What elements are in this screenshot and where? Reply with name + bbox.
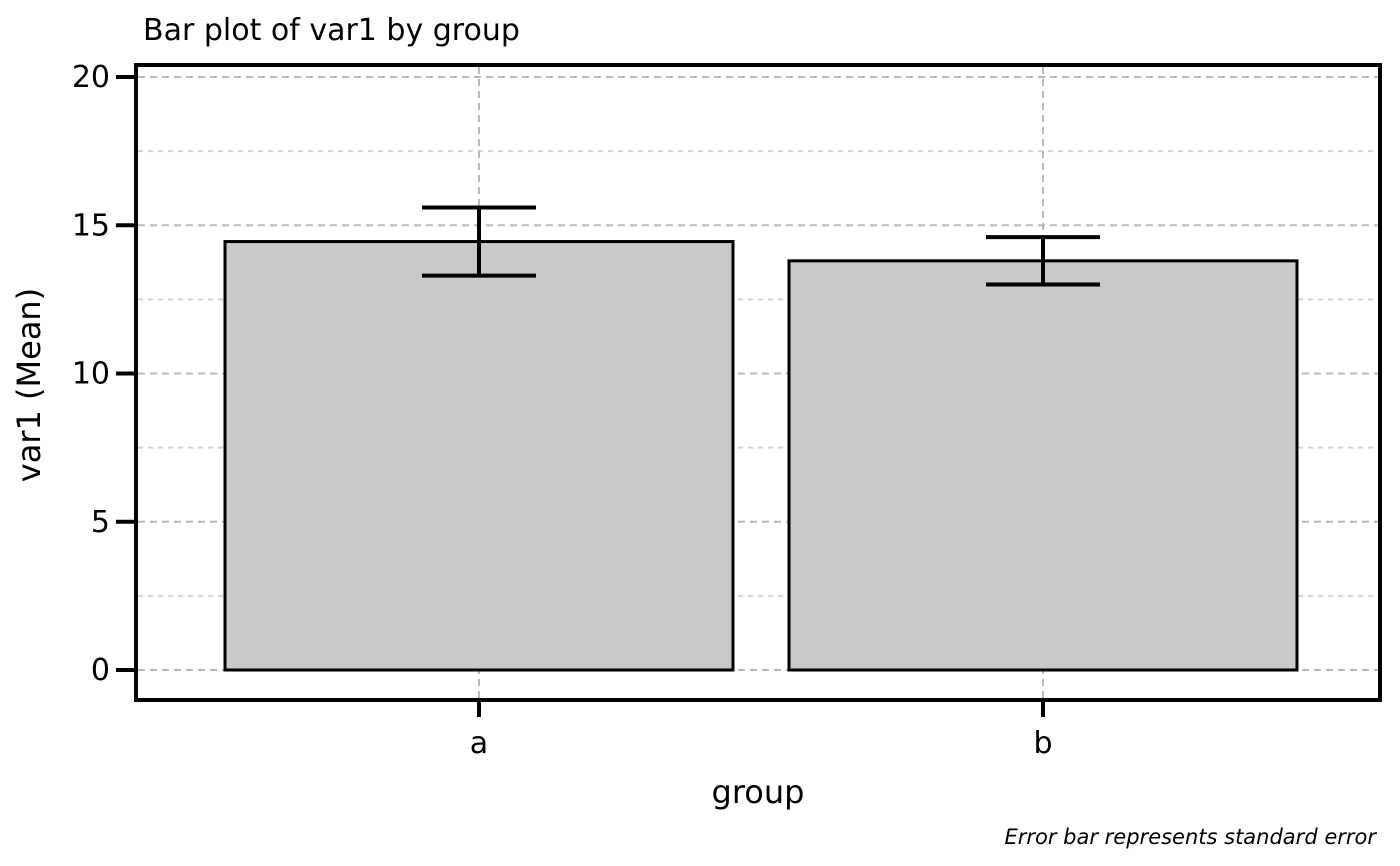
plot-border	[134, 63, 1382, 702]
y-tick-label-15: 15	[72, 208, 110, 243]
axis-ticks-and-labels: 0 5 10 15 20 a b	[72, 60, 1053, 761]
y-tick-label-20: 20	[72, 60, 110, 95]
x-tick-label-a: a	[470, 726, 488, 761]
bars	[223, 240, 1299, 672]
error-bar-footnote: Error bar represents standard error	[1004, 825, 1377, 849]
y-tick-label-10: 10	[72, 357, 110, 392]
y-tick-label-0: 0	[91, 653, 110, 688]
error-bar-b	[986, 235, 1100, 287]
bar-a	[223, 240, 735, 672]
y-axis-label: var1 (Mean)	[10, 288, 48, 482]
error-bars	[422, 205, 1100, 287]
plot-frame	[134, 63, 1382, 702]
chart-title: Bar plot of var1 by group	[143, 13, 520, 48]
y-tick-label-5: 5	[91, 505, 110, 540]
x-axis-label: group	[712, 773, 805, 811]
bar-b	[787, 259, 1299, 672]
error-bar-a	[422, 205, 536, 278]
x-tick-label-b: b	[1033, 726, 1052, 761]
